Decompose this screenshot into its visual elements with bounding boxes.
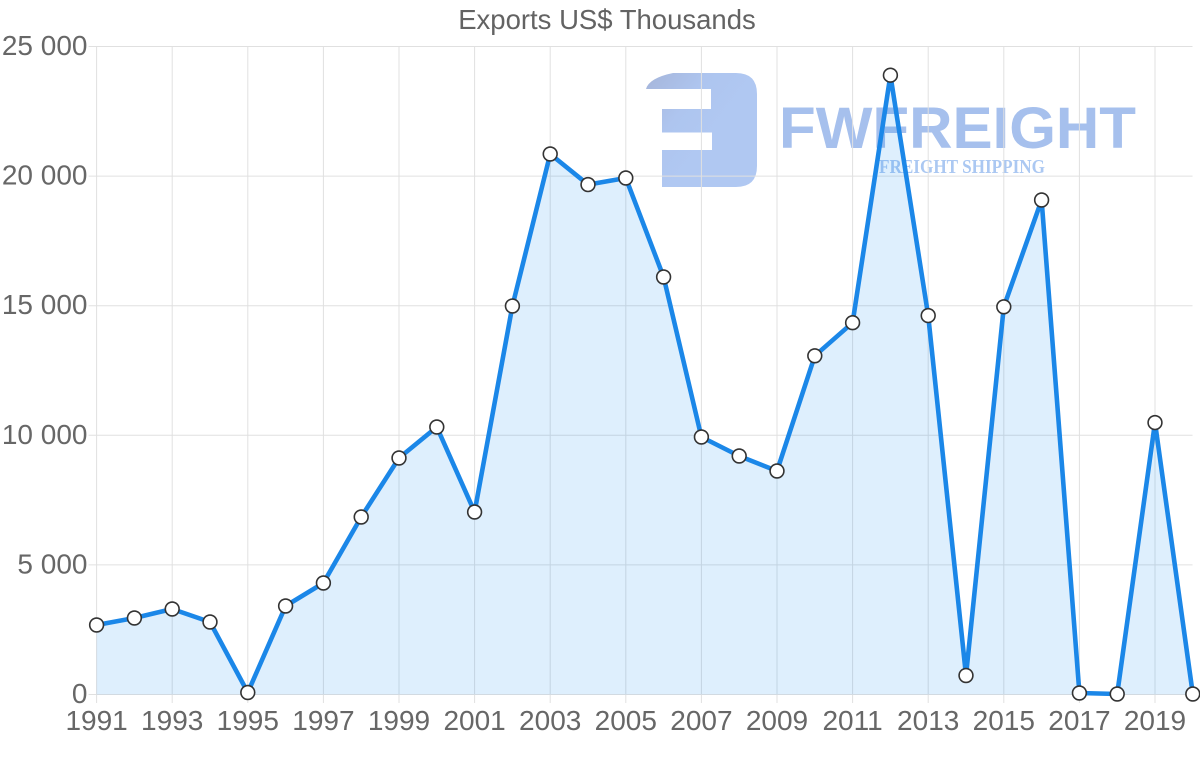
svg-text:15 000: 15 000 [2, 289, 88, 320]
svg-text:1997: 1997 [292, 705, 354, 736]
svg-text:1999: 1999 [368, 705, 430, 736]
svg-text:2013: 2013 [897, 705, 959, 736]
svg-text:2001: 2001 [443, 705, 505, 736]
svg-text:1991: 1991 [65, 705, 127, 736]
svg-text:FWFREIGHT: FWFREIGHT [779, 96, 1136, 161]
svg-text:2019: 2019 [1124, 705, 1186, 736]
svg-text:5 000: 5 000 [17, 548, 87, 579]
svg-text:1995: 1995 [217, 705, 279, 736]
svg-text:2017: 2017 [1048, 705, 1110, 736]
svg-text:2009: 2009 [746, 705, 808, 736]
svg-text:0: 0 [72, 678, 88, 709]
svg-text:2005: 2005 [595, 705, 657, 736]
svg-text:10 000: 10 000 [2, 419, 88, 450]
svg-text:2015: 2015 [973, 705, 1035, 736]
svg-text:1993: 1993 [141, 705, 203, 736]
svg-text:20 000: 20 000 [2, 160, 88, 191]
svg-text:2007: 2007 [670, 705, 732, 736]
svg-text:25 000: 25 000 [2, 30, 88, 61]
svg-text:2003: 2003 [519, 705, 581, 736]
svg-text:2011: 2011 [822, 705, 882, 736]
svg-text:Exports US$ Thousands: Exports US$ Thousands [458, 4, 756, 35]
